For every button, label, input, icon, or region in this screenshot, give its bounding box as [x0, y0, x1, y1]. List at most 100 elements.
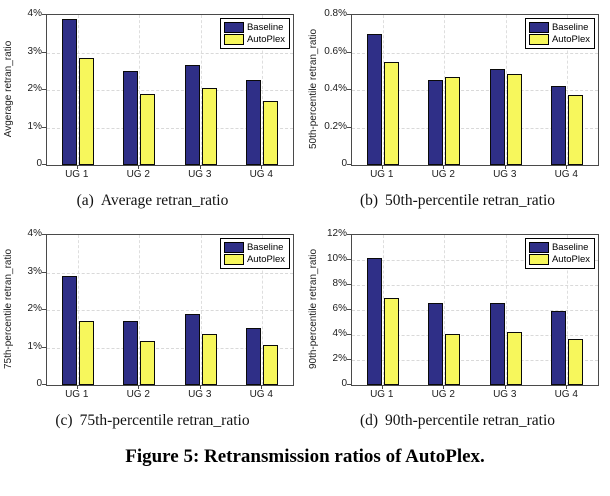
- y-tick-label: 0: [341, 378, 347, 389]
- x-tick-mark: [199, 385, 201, 389]
- y-tick-label: 0: [341, 158, 347, 169]
- x-tick-label: UG 3: [493, 389, 517, 400]
- y-gridline: [352, 52, 598, 54]
- legend: Baseline AutoPlex: [219, 238, 290, 269]
- legend: Baseline AutoPlex: [219, 18, 290, 49]
- y-tick-mark: [42, 384, 46, 385]
- figure-caption: Figure 5: Retransmission ratios of AutoP…: [125, 446, 485, 467]
- y-gridline: [47, 90, 293, 91]
- bar-baseline-ug-3: [184, 313, 200, 385]
- subcaption-b: (b) 50th-percentile retran_ratio: [305, 192, 610, 210]
- bar-baseline-ug-3: [184, 64, 200, 165]
- legend-label: Baseline: [551, 242, 589, 253]
- bar-autoplex-ug-2: [445, 334, 461, 385]
- x-tick-mark: [381, 385, 383, 389]
- bar-baseline-ug-1: [366, 33, 382, 165]
- x-tick-mark: [566, 385, 568, 389]
- y-tick-mark: [347, 234, 351, 235]
- x-gridline: [77, 15, 79, 165]
- x-tick-mark: [261, 165, 263, 169]
- legend-swatch-baseline: [223, 22, 244, 33]
- legend-entry-baseline: Baseline: [528, 22, 590, 33]
- x-gridline: [262, 235, 264, 385]
- legend-label: AutoPlex: [551, 34, 590, 45]
- bar-baseline-ug-1: [366, 257, 382, 385]
- x-gridline: [567, 235, 569, 385]
- bar-baseline-ug-2: [428, 79, 444, 165]
- x-tick-label: UG 3: [188, 389, 212, 400]
- x-gridline: [444, 235, 446, 385]
- subcaption-index: (b): [359, 192, 379, 209]
- y-gridline: [47, 52, 293, 54]
- bar-baseline-ug-2: [428, 302, 444, 385]
- subplot-b-50th-percentile-retran-ratio: 50th-percentile retran_ratio Baseline Aut…: [305, 4, 610, 224]
- subplot-a-average-retran-ratio: Avgerage retran_ratio Baseline AutoPlex (…: [0, 4, 305, 224]
- x-gridline: [382, 235, 384, 385]
- bar-autoplex-ug-4: [568, 94, 584, 165]
- subcaption-text: Average retran_ratio: [100, 192, 229, 209]
- legend-swatch-autoplex: [528, 34, 549, 45]
- plot-area: Baseline AutoPlex: [46, 14, 294, 166]
- legend-entry-autoplex: AutoPlex: [528, 254, 590, 265]
- bar-autoplex-ug-1: [78, 58, 94, 165]
- x-gridline: [139, 15, 141, 165]
- bar-autoplex-ug-2: [140, 93, 156, 165]
- y-tick-mark: [42, 309, 46, 310]
- y-gridline: [352, 285, 598, 286]
- x-tick-label: UG 1: [65, 169, 89, 180]
- legend-swatch-baseline: [528, 242, 549, 253]
- y-tick-label: 3%: [27, 265, 42, 277]
- x-tick-mark: [443, 385, 445, 389]
- x-tick-label: UG 2: [126, 169, 150, 180]
- bar-baseline-ug-4: [551, 86, 567, 165]
- legend-label: AutoPlex: [551, 254, 590, 265]
- subcaption-c: (c) 75th-percentile retran_ratio: [0, 412, 305, 430]
- y-tick-mark: [347, 126, 351, 128]
- y-tick-label: 6%: [332, 303, 347, 314]
- bar-autoplex-ug-1: [383, 61, 399, 165]
- legend-swatch-baseline: [528, 22, 549, 33]
- y-tick-label: 12%: [326, 228, 347, 239]
- bar-autoplex-ug-3: [506, 74, 522, 165]
- subcaption-text: 75th-percentile retran_ratio: [79, 412, 250, 429]
- y-tick-label: 4%: [27, 8, 42, 19]
- bar-autoplex-ug-3: [506, 331, 522, 385]
- x-tick-mark: [261, 385, 263, 389]
- legend-entry-baseline: Baseline: [528, 242, 590, 253]
- y-gridline: [47, 272, 293, 274]
- y-gridline: [352, 127, 598, 129]
- x-tick-label: UG 3: [188, 169, 212, 180]
- y-gridline: [352, 260, 598, 261]
- legend: Baseline AutoPlex: [524, 18, 595, 49]
- bar-autoplex-ug-4: [263, 344, 279, 385]
- bar-baseline-ug-3: [489, 303, 505, 385]
- x-tick-label: UG 2: [431, 169, 455, 180]
- x-tick-label: UG 3: [493, 169, 517, 180]
- legend-swatch-autoplex: [223, 254, 244, 265]
- subcaption-d: (d) 90th-percentile retran_ratio: [305, 412, 610, 430]
- x-gridline: [382, 15, 384, 165]
- x-tick-label: UG 4: [554, 389, 578, 400]
- y-tick-mark: [347, 284, 351, 285]
- legend: Baseline AutoPlex: [524, 238, 595, 269]
- plot-area: Baseline AutoPlex: [351, 234, 599, 386]
- x-gridline: [505, 15, 507, 165]
- x-tick-label: UG 2: [431, 389, 455, 400]
- y-tick-mark: [347, 309, 351, 310]
- legend-swatch-autoplex: [528, 254, 549, 265]
- x-tick-mark: [504, 165, 506, 169]
- subcaption-index: (c): [55, 412, 73, 429]
- x-tick-label: UG 1: [370, 169, 394, 180]
- bar-baseline-ug-4: [551, 311, 567, 385]
- x-tick-label: UG 4: [249, 169, 273, 180]
- y-gridline: [352, 90, 598, 91]
- y-tick-label: 1%: [27, 120, 42, 132]
- bar-baseline-ug-1: [61, 276, 77, 385]
- legend-entry-baseline: Baseline: [223, 242, 285, 253]
- subplot-grid: Avgerage retran_ratio Baseline AutoPlex (…: [0, 4, 610, 430]
- bar-baseline-ug-2: [123, 321, 139, 385]
- x-tick-label: UG 4: [554, 169, 578, 180]
- bar-autoplex-ug-4: [568, 339, 584, 385]
- y-tick-mark: [42, 51, 46, 53]
